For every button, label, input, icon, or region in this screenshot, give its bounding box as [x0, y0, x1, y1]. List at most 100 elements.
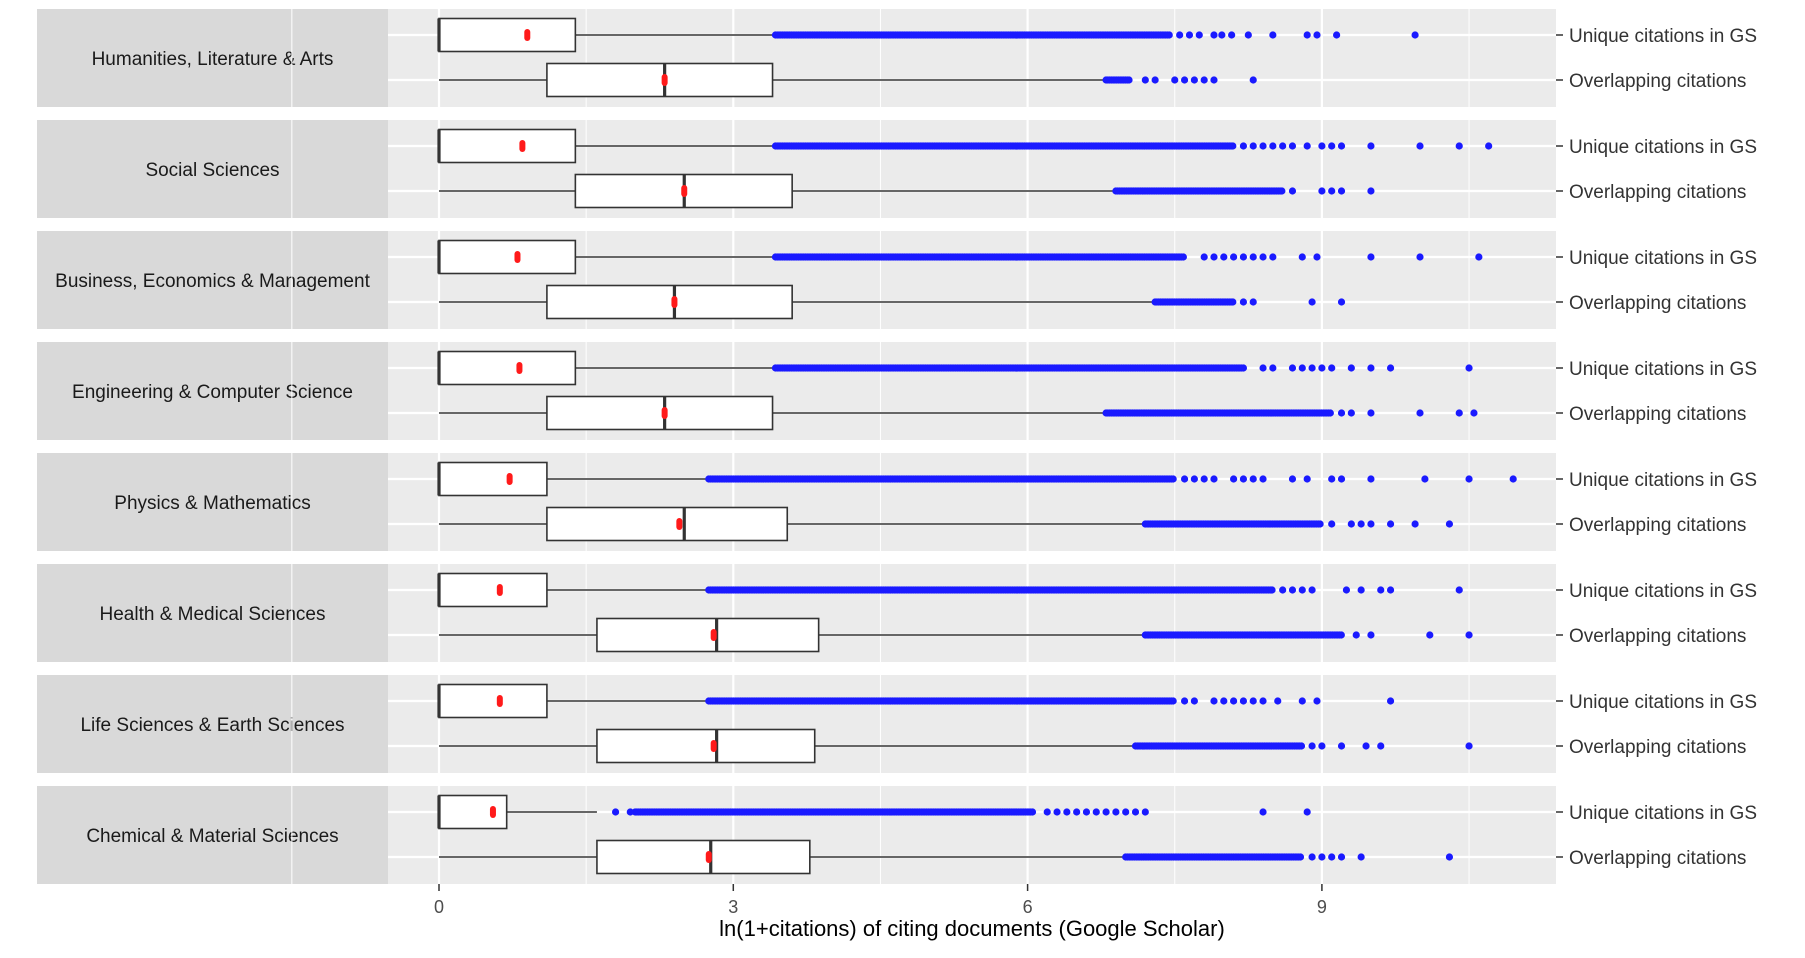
outlier-point [1328, 142, 1336, 150]
row-label: Overlapping citations [1569, 293, 1746, 314]
outliers [1102, 76, 1257, 84]
box [438, 128, 577, 164]
facet-label: Physics & Mathematics [114, 493, 310, 514]
x-tick-label: 0 [434, 897, 444, 917]
x-axis-label: ln(1+citations) of citing documents (Goo… [719, 916, 1225, 941]
outlier-point [1326, 409, 1334, 417]
outlier-point [1200, 76, 1208, 84]
outlier-point [1328, 475, 1336, 483]
outlier-point [1169, 475, 1177, 483]
mean-marker [710, 740, 717, 752]
outlier-point [1426, 631, 1434, 639]
outliers [705, 697, 1395, 705]
box [596, 617, 820, 653]
outlier-point [626, 808, 634, 816]
outlier-point [1411, 31, 1419, 39]
outlier-point [1082, 808, 1091, 816]
outlier-point [1179, 253, 1187, 261]
outlier-point [1386, 586, 1395, 594]
outlier-point [1367, 631, 1375, 639]
outlier-point [1318, 142, 1326, 150]
row-label: Unique citations in GS [1569, 470, 1757, 491]
outliers [771, 142, 1493, 150]
mean-marker [516, 362, 523, 374]
outlier-point [1445, 520, 1454, 528]
row-label: Unique citations in GS [1569, 692, 1757, 713]
outliers [705, 586, 1463, 594]
row-label: Overlapping citations [1569, 71, 1746, 92]
outliers [771, 31, 1419, 39]
facet-label: Health & Medical Sciences [100, 604, 326, 625]
facet-panel: Life Sciences & Earth Sciences Unique cit… [37, 675, 1757, 773]
outlier-point [1259, 697, 1267, 705]
outlier-point [1239, 364, 1248, 372]
mean-marker [496, 695, 503, 707]
mean-marker [489, 806, 496, 818]
outlier-point [1367, 364, 1375, 372]
outlier-point [1053, 808, 1061, 816]
outlier-point [1318, 742, 1326, 750]
outlier-point [1298, 586, 1306, 594]
facet-strip [37, 9, 388, 107]
outlier-point [1416, 253, 1424, 261]
outlier-point [1470, 409, 1478, 417]
outliers [705, 475, 1517, 483]
outlier-point [1125, 76, 1133, 84]
outlier-point [1337, 142, 1346, 150]
outlier-point [1229, 142, 1237, 150]
outlier-point [1337, 631, 1345, 639]
outlier-point [1249, 76, 1257, 84]
outlier-point [1308, 298, 1316, 306]
outlier-point [1141, 76, 1149, 84]
outliers [1141, 520, 1454, 528]
facet-panel: Physics & Mathematics Unique citations in… [37, 453, 1757, 551]
row-label: Unique citations in GS [1569, 26, 1757, 47]
outlier-point [1249, 298, 1257, 306]
outliers [1112, 187, 1375, 195]
outlier-point [1063, 808, 1071, 816]
outlier-point [1200, 475, 1208, 483]
outlier-point [1357, 853, 1365, 861]
box [438, 350, 577, 386]
outlier-point [1249, 475, 1257, 483]
outlier-point [1367, 409, 1375, 417]
outlier-point [1171, 76, 1179, 84]
facet-label: Life Sciences & Earth Sciences [80, 715, 344, 736]
facet-panel: Chemical & Material Sciences Unique citat… [37, 786, 1757, 884]
outliers [1102, 409, 1478, 417]
outlier-point [1112, 808, 1120, 816]
outlier-point [1218, 31, 1226, 39]
outlier-point [1259, 142, 1267, 150]
outlier-point [1347, 364, 1355, 372]
outliers [1151, 298, 1346, 306]
outlier-point [1239, 298, 1248, 306]
box [438, 461, 548, 497]
outlier-point [1249, 142, 1257, 150]
outlier-point [611, 808, 620, 816]
mean-marker [671, 296, 678, 308]
mean-marker [519, 140, 526, 152]
outlier-point [1200, 253, 1208, 261]
facet-label: Humanities, Literature & Arts [92, 49, 334, 70]
outlier-point [1210, 76, 1218, 84]
box [546, 395, 774, 431]
outlier-point [1073, 808, 1081, 816]
outlier-point [1465, 475, 1473, 483]
mean-marker [710, 629, 717, 641]
outlier-point [1328, 520, 1336, 528]
mean-marker [705, 851, 712, 863]
outlier-point [1279, 586, 1287, 594]
x-tick-label: 3 [728, 897, 738, 917]
outlier-point [1367, 253, 1375, 261]
outliers [611, 808, 1311, 816]
box [438, 17, 577, 53]
facet-panel: Engineering & Computer Science Unique cit… [37, 342, 1757, 440]
outlier-point [1377, 742, 1385, 750]
outlier-point [1303, 475, 1311, 483]
facet-label: Social Sciences [145, 160, 279, 181]
outlier-point [1288, 475, 1297, 483]
outlier-point [1416, 142, 1424, 150]
outlier-point [1308, 364, 1316, 372]
mean-marker [496, 584, 503, 596]
